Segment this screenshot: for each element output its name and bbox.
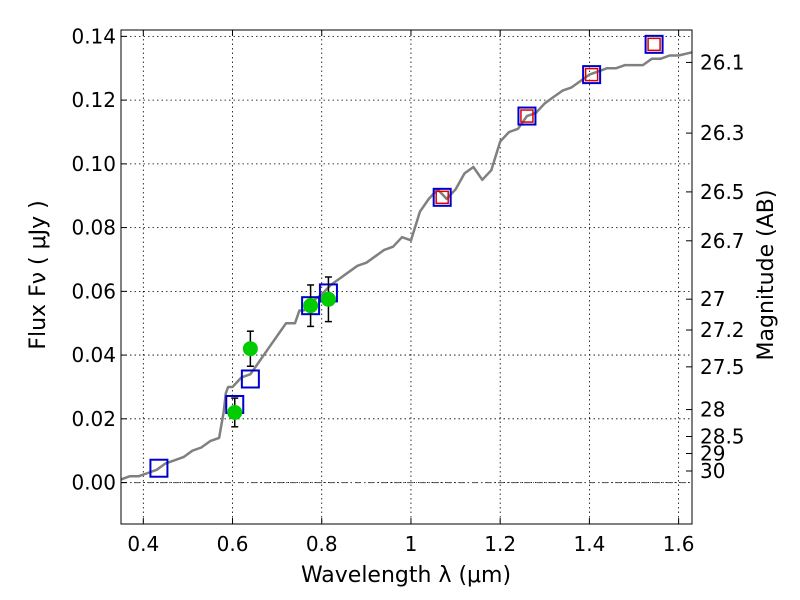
magnitude-tick-label: 27.5 xyxy=(700,355,745,379)
x-axis-label: Wavelength λ (μm) xyxy=(301,563,511,588)
y-tick-label: 0.02 xyxy=(71,407,116,431)
plot-frame xyxy=(120,29,693,525)
x-tick-label: 0.6 xyxy=(217,532,249,556)
x-tick-label: 0.8 xyxy=(306,532,338,556)
red-photometry-box xyxy=(520,109,534,123)
magnitude-tick-label: 26.1 xyxy=(700,50,745,74)
x-tick-label: 0.4 xyxy=(127,532,159,556)
y-tick-label: 0.06 xyxy=(71,279,116,303)
model-spectrum-line xyxy=(120,51,693,481)
observed-points xyxy=(227,276,336,428)
model-spectrum xyxy=(120,51,693,481)
y-tick-label: 0.08 xyxy=(71,216,116,240)
y-tick-label: 0.00 xyxy=(71,471,116,495)
model-photometry-box xyxy=(149,458,169,478)
y-tick-label: 0.04 xyxy=(71,343,116,367)
red-photometry-box xyxy=(435,190,449,205)
x-tick-label: 1 xyxy=(405,532,418,556)
red-photometry-box xyxy=(584,67,599,82)
magnitude-tick-label: 26.3 xyxy=(700,121,745,145)
x-tick-label: 1.2 xyxy=(484,532,516,556)
observed-point xyxy=(303,298,319,314)
observed-point xyxy=(227,404,243,420)
magnitude-tick-label: 26.5 xyxy=(700,180,745,204)
y-tick-label: 0.10 xyxy=(71,152,116,176)
grid-lines xyxy=(121,30,692,524)
y-axis-label: Flux Fν ( μJy ) xyxy=(26,200,51,349)
red-photometry-box xyxy=(647,37,661,52)
magnitude-tick-label: 29 xyxy=(700,442,725,466)
observed-point xyxy=(320,291,336,307)
model-photometry-box xyxy=(644,34,664,54)
y-axis-ticks: 0.00 0.02 0.04 0.06 0.08 0.10 0.12 0.14 xyxy=(71,24,127,495)
x-tick-label: 1.6 xyxy=(663,532,695,556)
model-photometry-boxes xyxy=(149,34,664,478)
y-tick-label: 0.12 xyxy=(71,88,116,112)
model-photometry-box xyxy=(582,65,602,85)
observed-point xyxy=(242,341,258,357)
x-axis-ticks: 0.4 0.6 0.8 1 1.2 1.4 1.6 xyxy=(127,30,695,556)
model-photometry-box xyxy=(240,369,260,389)
magnitude-tick-label: 26.7 xyxy=(700,229,745,253)
magnitude-tick-label: 28.5 xyxy=(700,425,745,449)
magnitude-tick-label: 27 xyxy=(700,287,725,311)
model-photometry-box xyxy=(517,106,537,126)
magnitude-tick-label: 28 xyxy=(700,398,725,422)
magnitude-tick-label: 27.2 xyxy=(700,318,745,342)
magnitude-tick-label: 30 xyxy=(700,459,725,483)
y-tick-label: 0.14 xyxy=(71,24,116,48)
model-photometry-box xyxy=(432,187,452,207)
right-axis-label: Magnitude (AB) xyxy=(754,190,779,361)
x-tick-label: 1.4 xyxy=(573,532,605,556)
